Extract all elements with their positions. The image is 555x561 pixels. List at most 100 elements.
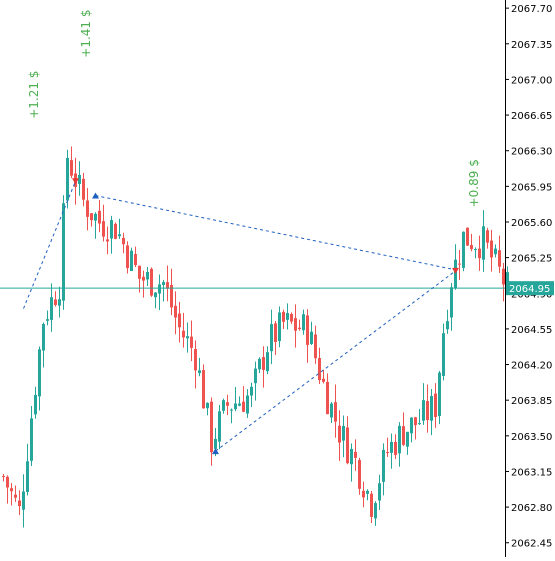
candle xyxy=(446,309,449,334)
candle xyxy=(22,474,25,528)
candle-body xyxy=(470,245,473,250)
price-tick-label: 2063.15 xyxy=(511,467,552,478)
candle xyxy=(54,291,57,307)
candle xyxy=(222,398,225,414)
candle-body xyxy=(126,245,129,269)
candle-body xyxy=(362,490,365,498)
candle-body xyxy=(346,427,349,464)
candle xyxy=(326,373,329,415)
candle-body xyxy=(314,334,317,359)
candle-body xyxy=(226,402,229,406)
candle xyxy=(78,161,81,196)
candle-body xyxy=(250,386,253,396)
candle xyxy=(338,410,341,461)
candle xyxy=(322,369,325,384)
candle-body xyxy=(374,503,377,519)
candle-body xyxy=(246,395,249,414)
candle xyxy=(374,501,377,526)
trade-profit-labels: +1.21 $ +1.41 $ +0.89 $ xyxy=(27,9,481,207)
candle-body xyxy=(38,349,41,397)
candle xyxy=(90,213,93,227)
price-axis[interactable]: 2067.70 2067.35 2067.00 2066.65 2066.30 2065.… xyxy=(505,0,554,557)
candle-body xyxy=(466,227,469,246)
candle-body xyxy=(450,287,453,318)
candle-body xyxy=(54,299,57,305)
candle-body xyxy=(274,323,277,342)
candle xyxy=(410,417,413,443)
candle-body xyxy=(6,476,9,488)
candle xyxy=(114,222,117,240)
candle-body xyxy=(498,250,501,267)
candle xyxy=(110,215,113,254)
candle-body xyxy=(482,226,485,260)
candle xyxy=(238,396,241,407)
price-tick-label: 2065.95 xyxy=(511,182,552,193)
candle xyxy=(378,474,381,510)
candle-body xyxy=(338,425,341,443)
candle xyxy=(106,226,109,255)
candle-body xyxy=(354,451,357,458)
candle xyxy=(6,475,9,504)
candle-body xyxy=(42,324,45,351)
candle-body xyxy=(446,321,449,330)
candle xyxy=(170,268,173,316)
candle-body xyxy=(410,417,413,434)
candle xyxy=(230,408,233,424)
candle-body xyxy=(230,409,233,411)
trade-profit-label: +0.89 $ xyxy=(467,159,481,207)
candle-body xyxy=(62,203,65,301)
candle xyxy=(498,235,501,273)
candle-body xyxy=(150,268,153,296)
price-tick-label: 2064.20 xyxy=(511,361,552,372)
candle xyxy=(494,244,497,258)
candle xyxy=(178,301,181,343)
candle-body xyxy=(114,223,117,239)
candle-body xyxy=(298,327,301,329)
candle-body xyxy=(30,418,33,461)
candle-body xyxy=(366,490,369,494)
candle-body xyxy=(358,459,361,489)
candle xyxy=(470,233,473,252)
price-tick-label: 2067.35 xyxy=(511,40,552,51)
candle xyxy=(346,416,349,465)
price-tick-label: 2063.85 xyxy=(511,396,552,407)
candle-body xyxy=(398,425,401,454)
candle-body xyxy=(178,313,181,328)
candle xyxy=(166,265,169,302)
candle-body xyxy=(130,250,133,272)
candle-body xyxy=(14,494,17,498)
candle-body xyxy=(174,305,177,318)
candle-body xyxy=(394,441,397,455)
candle-body xyxy=(486,230,489,243)
price-tick-label: 2065.60 xyxy=(511,218,552,229)
candle-body xyxy=(434,393,437,418)
candle xyxy=(486,227,489,249)
candle-body xyxy=(418,423,421,425)
candle-body xyxy=(98,210,101,224)
candle-body xyxy=(258,358,261,370)
candle xyxy=(434,383,437,428)
candle-body xyxy=(278,312,281,342)
candle xyxy=(334,384,337,438)
candle-body xyxy=(206,402,209,409)
price-tick-label: 2062.80 xyxy=(511,503,552,514)
candle-body xyxy=(218,411,221,442)
candle-body xyxy=(334,402,337,422)
price-tick-label: 2066.30 xyxy=(511,147,552,158)
candle-body xyxy=(238,403,241,406)
candle xyxy=(270,309,273,365)
candle-body xyxy=(162,282,165,286)
price-tick-label: 2066.65 xyxy=(511,111,552,122)
candle xyxy=(210,397,213,466)
candle xyxy=(182,312,185,348)
candle-body xyxy=(10,488,13,492)
candle-body xyxy=(430,395,433,421)
trade-lines-layer xyxy=(23,178,459,455)
candle xyxy=(34,386,37,419)
candle xyxy=(290,312,293,325)
candles-layer xyxy=(0,146,509,528)
candle-body xyxy=(458,263,461,265)
candle-body xyxy=(202,370,205,409)
